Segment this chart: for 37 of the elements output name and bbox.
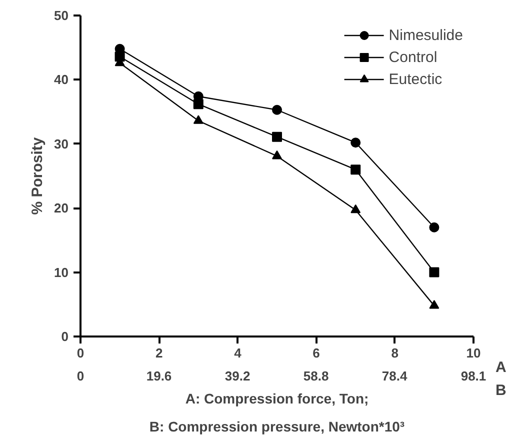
point	[429, 300, 440, 309]
x2-tick-label: 39.2	[224, 368, 250, 384]
x-axis-title: A: Compression force, Ton;	[185, 390, 369, 406]
x-tick-label: 4	[234, 346, 242, 360]
y-tick-label: 0	[61, 329, 69, 344]
point	[350, 138, 361, 148]
point	[350, 164, 361, 175]
legend-label: Control	[388, 48, 438, 66]
x-tick-label: 2	[155, 346, 163, 360]
x2-tick-label: 58.8	[303, 368, 329, 384]
x-tick-label: 0	[76, 346, 84, 360]
text: A	[496, 359, 506, 376]
y-axis-title: % Porosity	[29, 136, 46, 215]
x2-tick-label: 0	[76, 368, 84, 384]
x2-tick-label: 98.1	[460, 368, 486, 384]
point	[272, 104, 282, 115]
point	[193, 99, 204, 110]
point	[272, 150, 282, 160]
y-tick-label: 20	[54, 200, 69, 216]
point	[350, 204, 361, 214]
x2-tick-label: 19.6	[146, 368, 172, 384]
point	[429, 267, 440, 278]
legend-label: Nimesulide	[388, 26, 463, 44]
y-tick-label: 50	[54, 8, 69, 23]
y-tick-label: 10	[54, 264, 69, 280]
point	[272, 132, 282, 142]
x-tick-label: 6	[312, 346, 320, 360]
y-tick-label: 40	[54, 72, 69, 88]
y-tick-label: 30	[54, 136, 69, 152]
point	[193, 115, 204, 124]
text: B	[496, 382, 506, 399]
point	[429, 222, 440, 232]
x-tick-label: 8	[391, 346, 399, 360]
legend-label: Eutectic	[388, 70, 442, 88]
x2-tick-label: 78.4	[382, 368, 408, 384]
x-tick-label: 10	[466, 346, 481, 360]
x2-axis-title: B: Compression pressure, Newton*10³	[149, 418, 405, 434]
